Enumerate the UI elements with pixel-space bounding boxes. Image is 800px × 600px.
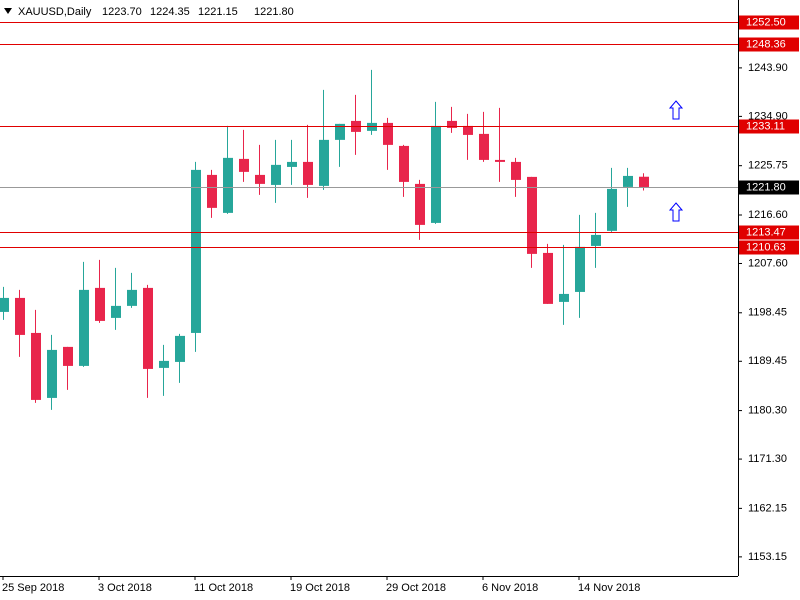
candle-body xyxy=(111,305,121,318)
candle-body xyxy=(575,246,585,292)
candle-body xyxy=(159,360,169,368)
candle-body xyxy=(511,161,521,180)
candle-body xyxy=(623,175,633,187)
candle-body xyxy=(527,176,537,254)
candle-body xyxy=(495,159,505,162)
header-high: 1224.35 xyxy=(150,6,190,18)
y-tick-label: 1243.90 xyxy=(748,62,788,74)
candle-body xyxy=(31,332,41,400)
level-label-bg xyxy=(739,180,799,195)
x-tick-label: 11 Oct 2018 xyxy=(194,582,253,594)
candle-body xyxy=(255,174,265,184)
candle-body xyxy=(447,120,457,128)
candle-body xyxy=(543,252,553,304)
x-tick-label: 3 Oct 2018 xyxy=(98,582,152,594)
level-label: 1213.47 xyxy=(746,226,786,238)
candle-body xyxy=(191,169,201,333)
candle-body xyxy=(63,346,73,366)
candle-body xyxy=(0,297,9,312)
candle-body xyxy=(79,289,89,366)
candle-body xyxy=(591,234,601,246)
level-label: 1210.63 xyxy=(746,241,786,253)
candle-body xyxy=(463,125,473,135)
y-tick-label: 1234.90 xyxy=(748,110,788,122)
y-tick-label: 1198.45 xyxy=(748,307,787,319)
y-tick-label: 1216.60 xyxy=(748,209,788,221)
candle-body xyxy=(415,183,425,225)
candle-body xyxy=(319,139,329,186)
candle-body xyxy=(383,122,393,145)
candle-body xyxy=(639,176,649,187)
level-label-bg xyxy=(739,240,799,255)
level-label-bg xyxy=(739,15,799,30)
header-symbol: XAUUSD,Daily xyxy=(18,6,92,18)
candle-body xyxy=(431,125,441,223)
y-tick-label: 1171.30 xyxy=(748,453,787,465)
level-label: 1248.36 xyxy=(746,38,786,50)
candle-body xyxy=(271,164,281,185)
header-close: 1221.80 xyxy=(254,6,294,18)
candle-body xyxy=(287,161,297,167)
level-label: 1233.11 xyxy=(746,120,785,132)
y-tick-label: 1153.15 xyxy=(748,551,787,563)
candle-body xyxy=(15,297,25,335)
candle-body xyxy=(95,287,105,321)
candle-body xyxy=(559,293,569,302)
candle-body xyxy=(479,133,489,160)
level-label-bg xyxy=(739,37,799,52)
candle-body xyxy=(239,158,249,172)
x-tick-label: 25 Sep 2018 xyxy=(2,582,64,594)
y-tick-label: 1180.30 xyxy=(748,404,787,416)
candle-body xyxy=(399,145,409,182)
candle-body xyxy=(175,335,185,362)
level-label: 1252.50 xyxy=(746,16,786,28)
candle-body xyxy=(143,287,153,369)
y-tick-label: 1189.45 xyxy=(748,355,787,367)
candle-body xyxy=(223,157,233,213)
up-arrow xyxy=(668,100,684,120)
candle-body xyxy=(303,161,313,185)
level-label-bg xyxy=(739,225,799,240)
y-tick-label: 1225.75 xyxy=(748,160,788,172)
candle-body xyxy=(335,123,345,140)
y-tick-label: 1162.15 xyxy=(748,502,787,514)
level-label-bg xyxy=(739,119,799,134)
candle-body xyxy=(47,349,57,398)
header-low: 1221.15 xyxy=(198,6,238,18)
y-tick-label: 1207.60 xyxy=(748,257,788,269)
x-tick-label: 14 Nov 2018 xyxy=(578,582,640,594)
x-tick-label: 19 Oct 2018 xyxy=(290,582,350,594)
up-arrow xyxy=(668,202,684,222)
x-tick-label: 6 Nov 2018 xyxy=(482,582,538,594)
candle-body xyxy=(607,188,617,231)
candle-body xyxy=(207,174,217,208)
x-tick-label: 29 Oct 2018 xyxy=(386,582,446,594)
header-triangle xyxy=(4,8,12,14)
candle-body xyxy=(127,289,137,306)
header-open: 1223.70 xyxy=(102,6,142,18)
level-label: 1221.80 xyxy=(746,181,786,193)
